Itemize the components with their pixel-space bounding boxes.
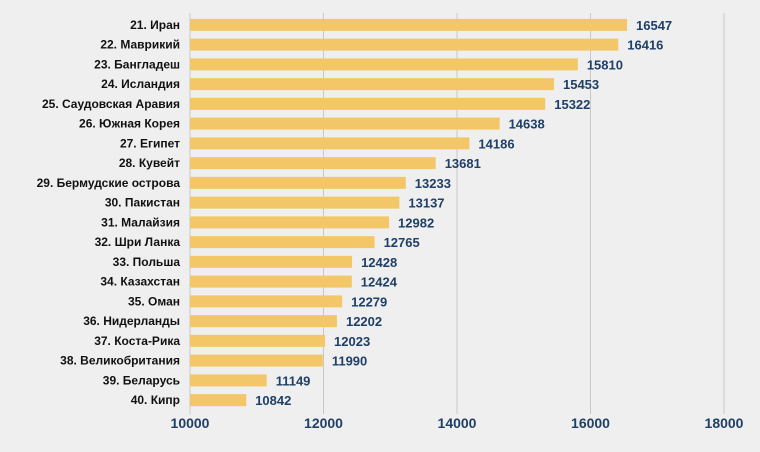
category-label: 25. Саудовская Аравия	[42, 97, 180, 111]
grid-lines	[189, 13, 725, 414]
category-label: 26. Южная Корея	[79, 117, 180, 131]
category-label: 27. Египет	[120, 136, 180, 150]
value-label: 14186	[478, 136, 514, 151]
bar	[190, 295, 343, 308]
category-label: 33. Польша	[113, 255, 181, 269]
bar	[190, 394, 247, 407]
category-label: 24. Исландия	[101, 77, 180, 91]
x-tick-label: 16000	[571, 415, 610, 431]
category-label: 28. Кувейт	[119, 156, 180, 170]
value-label: 12424	[361, 275, 398, 290]
category-label: 22. Маврикий	[100, 38, 180, 52]
value-label: 12428	[361, 255, 397, 270]
x-tick-label: 14000	[438, 415, 477, 431]
value-label: 13233	[415, 176, 451, 191]
bar	[190, 255, 353, 268]
value-label: 15810	[587, 57, 623, 72]
bars	[190, 18, 628, 407]
category-label: 30. Пакистан	[105, 196, 180, 210]
value-label: 11149	[276, 373, 311, 388]
bar	[190, 18, 628, 31]
bar	[190, 374, 267, 387]
x-tick-label: 12000	[304, 415, 343, 431]
value-label: 13137	[408, 196, 444, 211]
x-axis-ticks: 10000 12000 14000 16000 18000	[171, 415, 744, 431]
bar	[190, 315, 337, 328]
bar	[190, 354, 323, 367]
bar	[190, 236, 375, 249]
bar	[190, 137, 470, 150]
value-label: 12765	[384, 235, 420, 250]
bar	[190, 117, 500, 130]
value-label: 12202	[346, 314, 382, 329]
value-label: 15322	[554, 97, 590, 112]
category-label: 29. Бермудские острова	[37, 176, 181, 190]
bar	[190, 275, 352, 288]
value-label: 10842	[255, 393, 291, 408]
bar	[190, 216, 390, 229]
x-tick-label: 18000	[705, 415, 744, 431]
value-label: 12023	[334, 334, 370, 349]
category-label: 38. Великобритания	[60, 354, 180, 368]
category-label: 31. Малайзия	[101, 215, 180, 229]
category-label: 35. Оман	[128, 294, 180, 308]
value-label: 11990	[332, 354, 367, 369]
bar	[190, 58, 578, 71]
value-label: 12279	[351, 294, 387, 309]
bar	[190, 334, 326, 347]
category-label: 36. Нидерланды	[83, 314, 180, 328]
category-label: 21. Иран	[130, 18, 180, 32]
bar	[190, 196, 400, 209]
category-label: 23. Бангладеш	[94, 57, 180, 71]
value-label: 14638	[509, 117, 545, 132]
category-label: 34. Казахстан	[100, 275, 180, 289]
category-label: 39. Беларусь	[103, 373, 180, 387]
x-tick-label: 10000	[171, 415, 210, 431]
bar	[190, 78, 554, 91]
category-labels: 21. Иран 22. Маврикий 23. Бангладеш 24. Исл…	[37, 18, 181, 407]
bar	[190, 97, 546, 110]
value-labels: 16547 16416 15810 15453 15322 14638 14186 13681…	[255, 18, 672, 408]
bar	[190, 176, 406, 189]
bar	[190, 157, 436, 170]
category-label: 40. Кипр	[131, 393, 180, 407]
category-label: 32. Шри Ланка	[95, 235, 181, 249]
value-label: 12982	[398, 215, 434, 230]
category-label: 37. Коста-Рика	[94, 334, 180, 348]
value-label: 13681	[445, 156, 481, 171]
value-label: 16416	[627, 38, 663, 53]
value-label: 15453	[563, 77, 599, 92]
bar	[190, 38, 619, 51]
value-label: 16547	[636, 18, 672, 33]
